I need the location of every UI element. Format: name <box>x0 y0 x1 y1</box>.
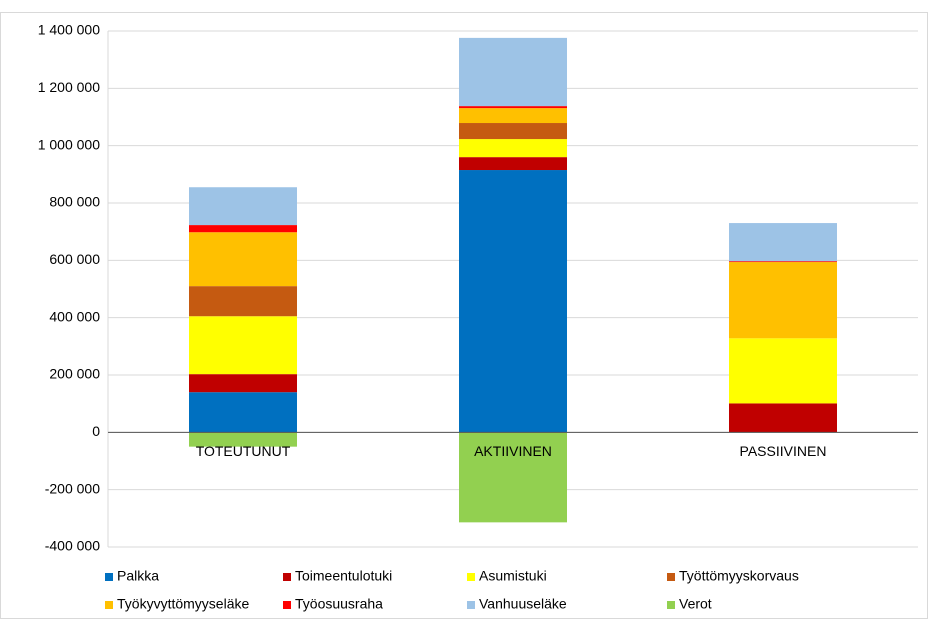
bar-segment <box>729 262 837 339</box>
legend-swatch <box>105 601 113 609</box>
legend-swatch <box>467 573 475 581</box>
bar-segment <box>729 403 837 433</box>
legend-swatch <box>283 601 291 609</box>
legend-label: Asumistuki <box>479 568 547 584</box>
legend-swatch <box>667 601 675 609</box>
legend-label: Palkka <box>117 568 159 584</box>
bar-segment <box>189 316 297 375</box>
bar-segment <box>189 232 297 287</box>
y-tick-label: 200 000 <box>49 366 100 382</box>
y-tick-label: -400 000 <box>45 538 100 554</box>
bar-segment <box>189 187 297 226</box>
bar-segment <box>459 108 567 124</box>
y-tick-label: 400 000 <box>49 308 100 324</box>
bar-segment <box>189 374 297 393</box>
bar-segment <box>189 392 297 433</box>
legend-swatch <box>105 573 113 581</box>
y-tick-label: 1 000 000 <box>38 136 100 152</box>
x-tick-label: AKTIIVINEN <box>474 443 552 459</box>
bar-segment <box>189 225 297 233</box>
y-tick-label: -200 000 <box>45 480 100 496</box>
bar-segment <box>459 432 567 523</box>
bar-segment <box>459 106 567 109</box>
bar-segment <box>459 37 567 107</box>
legend-swatch <box>283 573 291 581</box>
bar-segment <box>459 170 567 433</box>
y-tick-label: 1 400 000 <box>38 22 100 38</box>
bar-segment <box>729 261 837 263</box>
legend-label: Verot <box>679 596 712 612</box>
bar-segment <box>729 223 837 262</box>
bar-segment <box>459 139 567 158</box>
legend-label: Työttömyyskorvaus <box>679 568 799 584</box>
bar-segment <box>189 286 297 317</box>
x-tick-label: TOTEUTUNUT <box>196 443 291 459</box>
legend-label: Vanhuuseläke <box>479 596 567 612</box>
bar-segment <box>459 123 567 140</box>
legend-label: Työosuusraha <box>295 596 383 612</box>
bar-segment <box>189 432 297 447</box>
x-tick-label: PASSIIVINEN <box>740 443 827 459</box>
y-tick-label: 600 000 <box>49 251 100 267</box>
legend-swatch <box>667 573 675 581</box>
legend-label: Työkyvyttömyyseläke <box>117 596 249 612</box>
bar-segment <box>729 338 837 404</box>
y-tick-label: 800 000 <box>49 194 100 210</box>
y-tick-label: 1 200 000 <box>38 79 100 95</box>
legend-swatch <box>467 601 475 609</box>
y-tick-label: 0 <box>92 423 100 439</box>
bar-segment <box>459 157 567 171</box>
legend-label: Toimeentulotuki <box>295 568 392 584</box>
